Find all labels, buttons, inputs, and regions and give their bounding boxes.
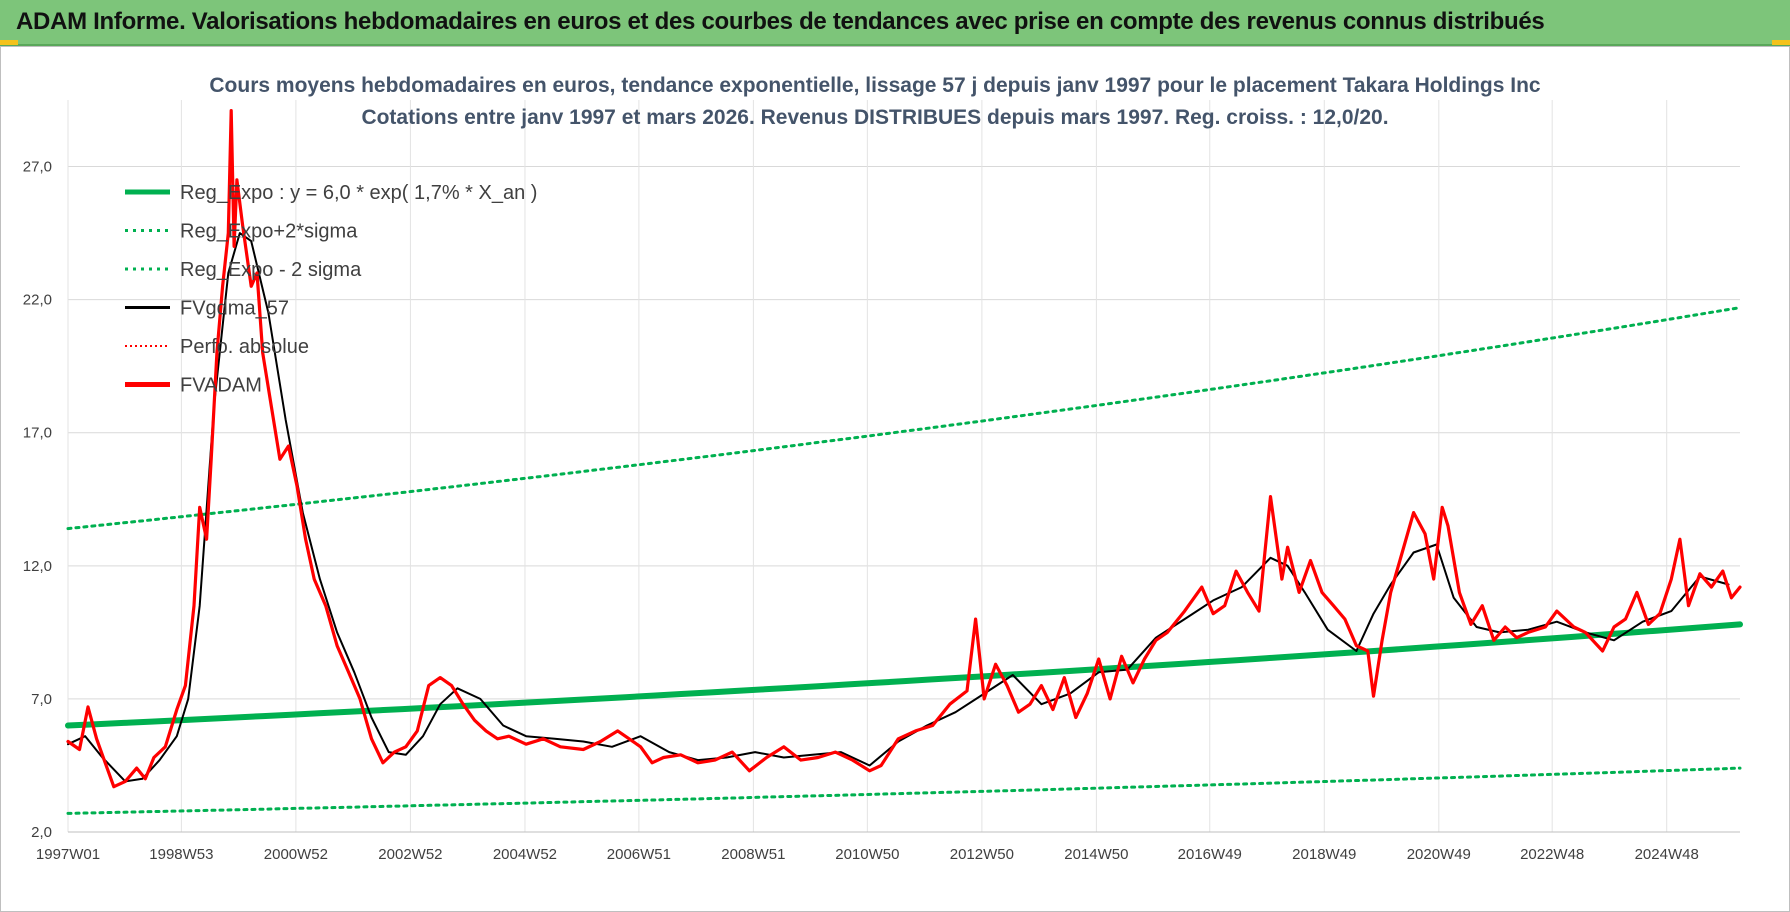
x-tick-label: 2024W48 xyxy=(1635,846,1699,863)
series-fvadam xyxy=(66,108,1742,789)
y-tick-label: 27,0 xyxy=(23,159,52,176)
chart-title-line-1: Cours moyens hebdomadaires en euros, ten… xyxy=(209,74,1541,97)
y-tick-label: 7,0 xyxy=(31,691,52,708)
x-axis-ticks: 1997W01 1998W53 2000W52 2002W52 2004W52 2006W… xyxy=(36,846,1699,863)
x-tick-label: 2004W52 xyxy=(493,846,557,863)
y-tick-label: 12,0 xyxy=(23,558,52,575)
chart-title-line-2: Cotations entre janv 1997 et mars 2026. … xyxy=(361,106,1388,129)
x-tick-label: 2020W49 xyxy=(1407,846,1471,863)
legend: Reg_Expo : y = 6,0 * exp( 1,7% * X_an ) R… xyxy=(125,182,537,397)
x-tick-label: 2008W51 xyxy=(721,846,785,863)
x-tick-label: 2022W48 xyxy=(1520,846,1584,863)
y-axis-ticks: 2,0 7,0 12,0 17,0 22,0 27,0 xyxy=(23,159,52,841)
y-tick-label: 22,0 xyxy=(23,292,52,309)
report-banner: ADAM Informe. Valorisations hebdomadaire… xyxy=(0,0,1790,46)
corner-mark-right xyxy=(1772,40,1790,45)
series-group xyxy=(65,108,1743,815)
series-fvgdma-57 xyxy=(67,232,1730,783)
series-reg-expo xyxy=(65,621,1743,729)
legend-label: Perfo. absolue xyxy=(180,336,309,358)
x-tick-label: 2018W49 xyxy=(1292,846,1356,863)
legend-label: Reg_Expo - 2 sigma xyxy=(180,259,362,281)
x-tick-label: 2010W50 xyxy=(835,846,899,863)
x-tick-label: 2016W49 xyxy=(1178,846,1242,863)
x-tick-label: 2012W50 xyxy=(950,846,1014,863)
legend-label: Reg_Expo : y = 6,0 * exp( 1,7% * X_an ) xyxy=(180,182,537,204)
y-tick-label: 2,0 xyxy=(31,824,52,841)
x-tick-label: 2002W52 xyxy=(378,846,442,863)
x-tick-label: 2014W50 xyxy=(1064,846,1128,863)
legend-label: Reg_Expo+2*sigma xyxy=(180,221,358,243)
x-tick-label: 2000W52 xyxy=(264,846,328,863)
x-tick-label: 1998W53 xyxy=(149,846,213,863)
series-reg-expo-minus-2sigma xyxy=(66,766,1742,815)
grid-lines xyxy=(67,100,1740,833)
report-banner-title: ADAM Informe. Valorisations hebdomadaire… xyxy=(16,8,1545,35)
corner-mark-left xyxy=(0,40,18,45)
y-tick-label: 17,0 xyxy=(23,425,52,442)
x-tick-label: 1997W01 xyxy=(36,846,100,863)
x-tick-label: 2006W51 xyxy=(607,846,671,863)
series-reg-expo-plus-2sigma xyxy=(66,306,1742,531)
legend-label: FVADAM xyxy=(180,375,262,397)
legend-label: FVgdma_57 xyxy=(180,298,289,320)
